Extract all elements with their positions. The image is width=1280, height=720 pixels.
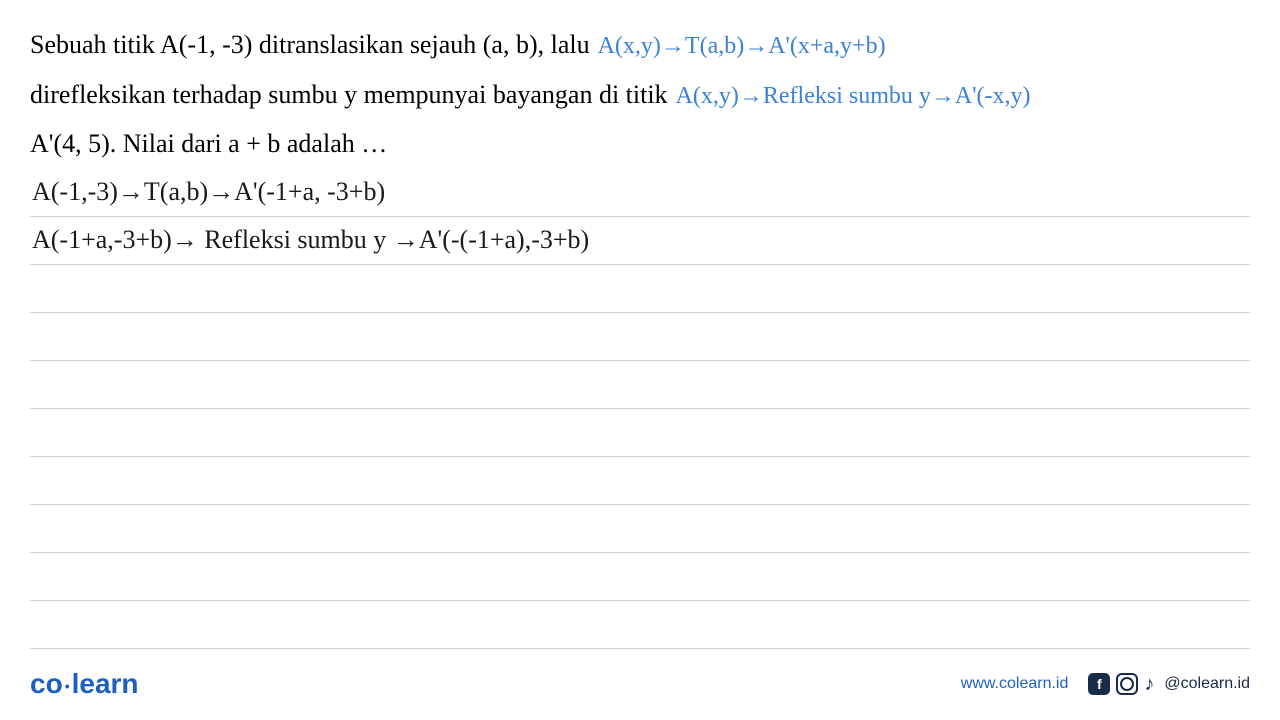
ruled-line [30, 409, 1250, 457]
ruled-line: A(-1+a,-3+b)→ Refleksi sumbu y →A'(-(-1+… [30, 217, 1250, 265]
footer: co•learn www.colearn.id f ♪ @colearn.id [0, 668, 1280, 700]
ruled-line [30, 553, 1250, 601]
ruled-line [30, 313, 1250, 361]
work-line-1: A(-1,-3)→T(a,b)→A'(-1+a, -3+b) [32, 171, 385, 213]
problem-line-3: A'(4, 5). Nilai dari a + b adalah … [30, 119, 1250, 168]
social-handle: @colearn.id [1164, 675, 1250, 693]
annotation-1: A(x,y)→T(a,b)→A'(x+a,y+b) [598, 24, 886, 70]
social-icons: f ♪ @colearn.id [1088, 673, 1250, 696]
problem-text-1: Sebuah titik A(-1, -3) ditranslasikan se… [30, 20, 590, 69]
work-line-2: A(-1+a,-3+b)→ Refleksi sumbu y →A'(-(-1+… [32, 219, 589, 261]
annotation-2: A(x,y)→Refleksi sumbu y→A'(-x,y) [676, 74, 1031, 120]
ruled-line [30, 265, 1250, 313]
facebook-icon: f [1088, 673, 1110, 695]
ruled-line [30, 361, 1250, 409]
worksheet-area: A(-1,-3)→T(a,b)→A'(-1+a, -3+b) A(-1+a,-3… [30, 169, 1250, 649]
instagram-icon [1116, 673, 1138, 695]
ruled-line [30, 457, 1250, 505]
website-url: www.colearn.id [961, 675, 1069, 693]
ruled-line [30, 505, 1250, 553]
problem-line-2: direfleksikan terhadap sumbu y mempunyai… [30, 70, 1250, 120]
footer-right: www.colearn.id f ♪ @colearn.id [961, 673, 1250, 696]
problem-text-2: direfleksikan terhadap sumbu y mempunyai… [30, 70, 668, 119]
content-area: Sebuah titik A(-1, -3) ditranslasikan se… [0, 0, 1280, 649]
logo-dot-icon: • [65, 678, 70, 694]
ruled-line [30, 601, 1250, 649]
brand-logo: co•learn [30, 668, 139, 700]
problem-line-1: Sebuah titik A(-1, -3) ditranslasikan se… [30, 20, 1250, 70]
logo-part2: learn [72, 668, 139, 699]
tiktok-icon: ♪ [1144, 673, 1154, 696]
problem-text-3: A'(4, 5). Nilai dari a + b adalah … [30, 119, 387, 168]
logo-part1: co [30, 668, 63, 699]
ruled-line: A(-1,-3)→T(a,b)→A'(-1+a, -3+b) [30, 169, 1250, 217]
